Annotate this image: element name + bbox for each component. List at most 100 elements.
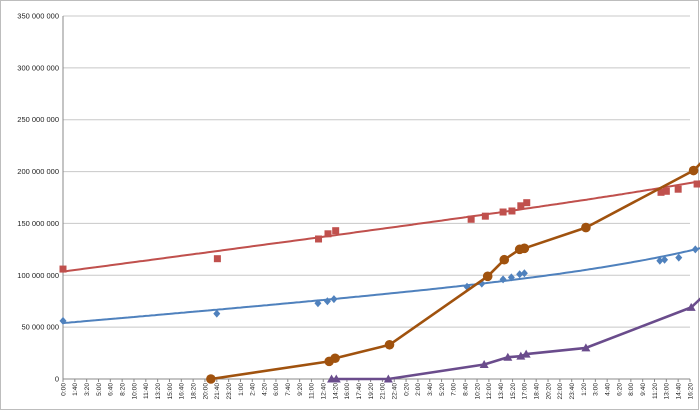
data-point bbox=[507, 273, 515, 282]
x-tick-label: 12:40 bbox=[321, 383, 328, 400]
data-point bbox=[686, 302, 696, 311]
x-tick-label: 5:20 bbox=[439, 383, 446, 396]
x-tick-label: 3:20 bbox=[84, 383, 91, 396]
data-point bbox=[482, 271, 493, 282]
x-tick-label: 13:20 bbox=[155, 383, 162, 400]
data-point bbox=[675, 253, 683, 262]
x-tick-label: 16:00 bbox=[344, 383, 351, 400]
data-point bbox=[314, 299, 322, 308]
y-tick-label: 50 000 000 bbox=[21, 323, 59, 332]
x-tick-label: 3:00 bbox=[593, 383, 600, 396]
x-tick-label: 9:40 bbox=[640, 383, 647, 396]
data-point bbox=[479, 359, 489, 368]
data-point bbox=[516, 351, 526, 360]
data-point bbox=[315, 235, 323, 243]
y-axis-tick-labels: 0 50 000 000 100 000 000 150 000 000 200 000… bbox=[17, 12, 59, 384]
x-tick-label: 16:40 bbox=[179, 383, 186, 400]
gridlines bbox=[63, 15, 690, 380]
data-point bbox=[383, 374, 393, 383]
x-tick-label: 6:20 bbox=[616, 383, 623, 396]
data-point bbox=[499, 208, 507, 216]
series-line bbox=[210, 162, 700, 381]
data-point bbox=[330, 353, 340, 364]
data-point bbox=[59, 316, 67, 325]
data-point bbox=[523, 199, 531, 207]
data-point bbox=[59, 265, 67, 273]
x-tick-label: 12:00 bbox=[486, 383, 493, 400]
x-tick-label: 4:40 bbox=[604, 383, 611, 396]
x-tick-label: 16:20 bbox=[687, 383, 694, 400]
x-tick-label: 17:00 bbox=[522, 383, 529, 400]
data-point bbox=[691, 245, 699, 254]
x-tick-label: 22:40 bbox=[392, 383, 399, 400]
data-point bbox=[521, 349, 531, 358]
x-tick-label: 19:20 bbox=[368, 383, 375, 400]
x-tick-label: 8:40 bbox=[463, 383, 470, 396]
data-point bbox=[384, 339, 395, 350]
data-point bbox=[519, 243, 530, 254]
x-tick-label: 20:20 bbox=[545, 383, 552, 400]
x-tick-label: 22:00 bbox=[557, 383, 564, 400]
x-tick-label: 8:00 bbox=[628, 383, 635, 396]
data-point bbox=[323, 297, 331, 306]
y-tick-label: 200 000 000 bbox=[17, 167, 59, 176]
data-point bbox=[330, 295, 338, 304]
x-tick-label: 7:40 bbox=[285, 383, 292, 396]
x-tick-label: 5:00 bbox=[96, 383, 103, 396]
data-point bbox=[517, 202, 525, 210]
x-tick-label: 10:00 bbox=[131, 383, 138, 400]
x-tick-label: 13:00 bbox=[664, 383, 671, 400]
data-point bbox=[499, 254, 510, 265]
x-tick-label: 2:40 bbox=[250, 383, 257, 396]
data-point bbox=[331, 374, 341, 383]
data-point bbox=[661, 255, 669, 264]
x-tick-label: 18:20 bbox=[190, 383, 197, 400]
x-tick-label: 14:40 bbox=[675, 383, 682, 400]
data-point bbox=[581, 222, 591, 233]
data-point bbox=[520, 269, 528, 278]
data-point bbox=[213, 309, 221, 318]
x-tick-label: 14:20 bbox=[332, 383, 339, 400]
data-point bbox=[481, 212, 489, 220]
data-point bbox=[516, 270, 524, 279]
data-point bbox=[674, 185, 682, 193]
x-tick-label: 17:40 bbox=[356, 383, 363, 400]
x-tick-label: 15:00 bbox=[167, 383, 174, 400]
x-tick-label: 9:20 bbox=[297, 383, 304, 396]
y-tick-label: 300 000 000 bbox=[17, 63, 59, 72]
trendline bbox=[62, 180, 700, 273]
x-tick-label: 0:20 bbox=[403, 383, 410, 396]
x-tick-label: 23:40 bbox=[569, 383, 576, 400]
trendline bbox=[62, 247, 700, 325]
x-axis-tick-labels: 0:00 1:40 3:20 5:00 6:40 8:20 10:00 11:40 13:20 1… bbox=[60, 383, 694, 400]
data-point bbox=[324, 230, 332, 238]
y-tick-label: 0 bbox=[55, 375, 59, 384]
x-tick-label: 6:00 bbox=[273, 383, 280, 396]
x-tick-label: 11:00 bbox=[309, 383, 316, 399]
x-tick-label: 20:00 bbox=[202, 383, 209, 400]
x-tick-label: 4:20 bbox=[261, 383, 268, 396]
series-1 bbox=[59, 180, 700, 273]
series-3 bbox=[327, 297, 700, 383]
y-tick-label: 100 000 000 bbox=[17, 271, 59, 280]
x-tick-label: 18:40 bbox=[534, 383, 541, 400]
data-point bbox=[688, 165, 699, 176]
x-tick-label: 1:40 bbox=[72, 383, 79, 396]
data-point bbox=[332, 227, 340, 235]
x-tick-label: 10:20 bbox=[474, 383, 481, 400]
series-group bbox=[59, 162, 700, 384]
data-point bbox=[499, 275, 507, 284]
x-tick-label: 3:40 bbox=[427, 383, 434, 396]
x-tick-label: 11:40 bbox=[143, 383, 150, 399]
x-tick-label: 7:00 bbox=[451, 383, 458, 396]
x-tick-label: 21:00 bbox=[380, 383, 387, 400]
x-tick-label: 6:40 bbox=[108, 383, 115, 396]
series-0 bbox=[59, 245, 700, 325]
x-tick-label: 11:20 bbox=[652, 383, 659, 399]
x-tick-label: 1:20 bbox=[581, 383, 588, 396]
data-point bbox=[693, 180, 700, 188]
x-tick-label: 23:20 bbox=[226, 383, 233, 400]
x-tick-label: 0:00 bbox=[60, 383, 67, 396]
